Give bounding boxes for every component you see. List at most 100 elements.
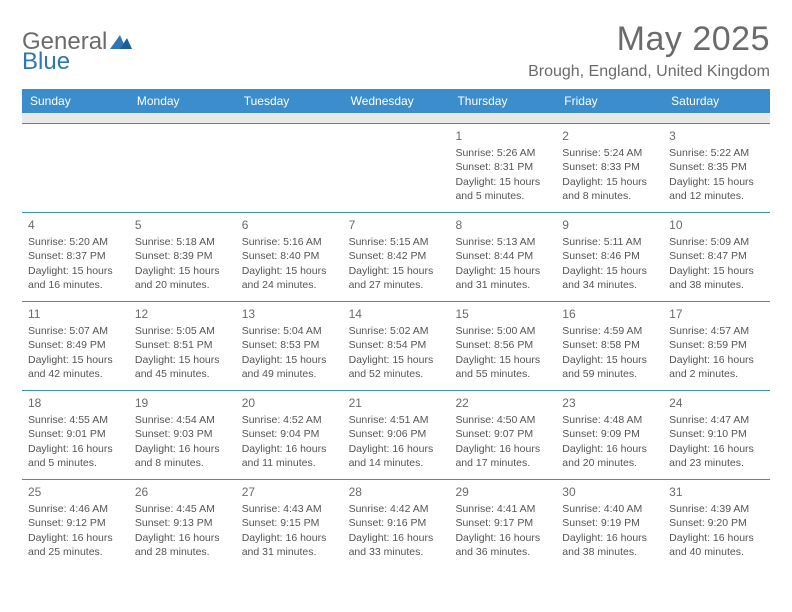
sunset-line: Sunset: 9:19 PM <box>562 516 657 530</box>
daylight-line: and 8 minutes. <box>135 456 230 470</box>
day-cell: 1Sunrise: 5:26 AMSunset: 8:31 PMDaylight… <box>449 124 556 212</box>
sunset-line: Sunset: 9:04 PM <box>242 427 337 441</box>
day-number: 16 <box>562 306 657 322</box>
sunset-line: Sunset: 8:40 PM <box>242 249 337 263</box>
day-number: 23 <box>562 395 657 411</box>
week-row: 18Sunrise: 4:55 AMSunset: 9:01 PMDayligh… <box>22 390 770 479</box>
sunset-line: Sunset: 8:44 PM <box>455 249 550 263</box>
day-cell: 15 Sunrise: 5:00 AMSunset: 8:56 PMDayligh… <box>449 302 556 390</box>
sunset-line: Sunset: 8:53 PM <box>242 338 337 352</box>
daylight-line: and 40 minutes. <box>669 545 764 559</box>
day-header: Saturday <box>663 89 770 113</box>
sunset-line: Sunset: 8:49 PM <box>28 338 123 352</box>
day-cell: 12Sunrise: 5:05 AMSunset: 8:51 PMDayligh… <box>129 302 236 390</box>
daylight-line: Daylight: 15 hours <box>455 353 550 367</box>
day-cell: 7Sunrise: 5:15 AMSunset: 8:42 PMDaylight… <box>343 213 450 301</box>
sunrise-line: Sunrise: 5:18 AM <box>135 235 230 249</box>
sunset-line: Sunset: 8:54 PM <box>349 338 444 352</box>
day-cell: 21Sunrise: 4:51 AMSunset: 9:06 PMDayligh… <box>343 391 450 479</box>
day-number: 15 <box>455 306 550 322</box>
day-header: Thursday <box>449 89 556 113</box>
day-number: 1 <box>455 128 550 144</box>
day-cell: 11Sunrise: 5:07 AMSunset: 8:49 PMDayligh… <box>22 302 129 390</box>
day-header: Tuesday <box>236 89 343 113</box>
daylight-line: and 49 minutes. <box>242 367 337 381</box>
daylight-line: Daylight: 15 hours <box>349 264 444 278</box>
daylight-line: Daylight: 16 hours <box>562 531 657 545</box>
day-number: 12 <box>135 306 230 322</box>
day-cell <box>343 124 450 212</box>
sunrise-line: Sunrise: 4:55 AM <box>28 413 123 427</box>
daylight-line: and 20 minutes. <box>562 456 657 470</box>
sunrise-line: Sunrise: 4:47 AM <box>669 413 764 427</box>
day-cell <box>236 124 343 212</box>
sunrise-line: Sunrise: 4:42 AM <box>349 502 444 516</box>
daylight-line: and 31 minutes. <box>455 278 550 292</box>
day-number: 5 <box>135 217 230 233</box>
day-number: 31 <box>669 484 764 500</box>
daylight-line: and 5 minutes. <box>28 456 123 470</box>
sunset-line: Sunset: 8:56 PM <box>455 338 550 352</box>
sunrise-line: Sunrise: 5:20 AM <box>28 235 123 249</box>
sunrise-line: Sunrise: 4:48 AM <box>562 413 657 427</box>
day-cell: 3Sunrise: 5:22 AMSunset: 8:35 PMDaylight… <box>663 124 770 212</box>
day-number: 28 <box>349 484 444 500</box>
sunrise-line: Sunrise: 5:11 AM <box>562 235 657 249</box>
sunrise-line: Sunrise: 4:40 AM <box>562 502 657 516</box>
sunset-line: Sunset: 9:06 PM <box>349 427 444 441</box>
sunset-line: Sunset: 8:39 PM <box>135 249 230 263</box>
logo-text-blue: Blue <box>22 48 70 76</box>
daylight-line: and 42 minutes. <box>28 367 123 381</box>
day-number: 25 <box>28 484 123 500</box>
sunrise-line: Sunrise: 5:26 AM <box>455 146 550 160</box>
daylight-line: Daylight: 15 hours <box>669 264 764 278</box>
daylight-line: and 36 minutes. <box>455 545 550 559</box>
daylight-line: and 2 minutes. <box>669 367 764 381</box>
sunrise-line: Sunrise: 4:50 AM <box>455 413 550 427</box>
sunrise-line: Sunrise: 4:57 AM <box>669 324 764 338</box>
daylight-line: and 17 minutes. <box>455 456 550 470</box>
daylight-line: and 25 minutes. <box>28 545 123 559</box>
sunset-line: Sunset: 9:12 PM <box>28 516 123 530</box>
day-cell: 23Sunrise: 4:48 AMSunset: 9:09 PMDayligh… <box>556 391 663 479</box>
daylight-line: Daylight: 15 hours <box>28 264 123 278</box>
day-number: 8 <box>455 217 550 233</box>
sunset-line: Sunset: 9:20 PM <box>669 516 764 530</box>
day-cell: 10Sunrise: 5:09 AMSunset: 8:47 PMDayligh… <box>663 213 770 301</box>
daylight-line: Daylight: 16 hours <box>242 442 337 456</box>
day-number: 7 <box>349 217 444 233</box>
daylight-line: Daylight: 16 hours <box>349 531 444 545</box>
sunset-line: Sunset: 9:15 PM <box>242 516 337 530</box>
day-cell <box>22 124 129 212</box>
daylight-line: Daylight: 16 hours <box>669 442 764 456</box>
daylight-line: Daylight: 16 hours <box>28 531 123 545</box>
daylight-line: and 12 minutes. <box>669 189 764 203</box>
sunrise-line: Sunrise: 5:07 AM <box>28 324 123 338</box>
sunrise-line: Sunrise: 4:43 AM <box>242 502 337 516</box>
day-cell: 25Sunrise: 4:46 AMSunset: 9:12 PMDayligh… <box>22 480 129 568</box>
daylight-line: and 52 minutes. <box>349 367 444 381</box>
sunset-line: Sunset: 9:10 PM <box>669 427 764 441</box>
sunset-line: Sunset: 8:37 PM <box>28 249 123 263</box>
sunset-line: Sunset: 8:31 PM <box>455 160 550 174</box>
sunrise-line: Sunrise: 5:22 AM <box>669 146 764 160</box>
sunrise-line: Sunrise: 5:00 AM <box>455 324 550 338</box>
logo-triangle-icon <box>110 31 132 54</box>
daylight-line: Daylight: 15 hours <box>135 264 230 278</box>
daylight-line: Daylight: 16 hours <box>562 442 657 456</box>
daylight-line: and 31 minutes. <box>242 545 337 559</box>
daylight-line: Daylight: 15 hours <box>562 353 657 367</box>
daylight-line: and 23 minutes. <box>669 456 764 470</box>
day-cell: 18Sunrise: 4:55 AMSunset: 9:01 PMDayligh… <box>22 391 129 479</box>
daylight-line: and 11 minutes. <box>242 456 337 470</box>
day-cell: 22Sunrise: 4:50 AMSunset: 9:07 PMDayligh… <box>449 391 556 479</box>
daylight-line: Daylight: 16 hours <box>455 531 550 545</box>
day-cell <box>129 124 236 212</box>
day-cell: 28Sunrise: 4:42 AMSunset: 9:16 PMDayligh… <box>343 480 450 568</box>
day-cell: 16Sunrise: 4:59 AMSunset: 8:58 PMDayligh… <box>556 302 663 390</box>
daylight-line: Daylight: 15 hours <box>28 353 123 367</box>
day-cell: 31Sunrise: 4:39 AMSunset: 9:20 PMDayligh… <box>663 480 770 568</box>
daylight-line: and 27 minutes. <box>349 278 444 292</box>
sunset-line: Sunset: 9:07 PM <box>455 427 550 441</box>
daylight-line: Daylight: 15 hours <box>242 353 337 367</box>
